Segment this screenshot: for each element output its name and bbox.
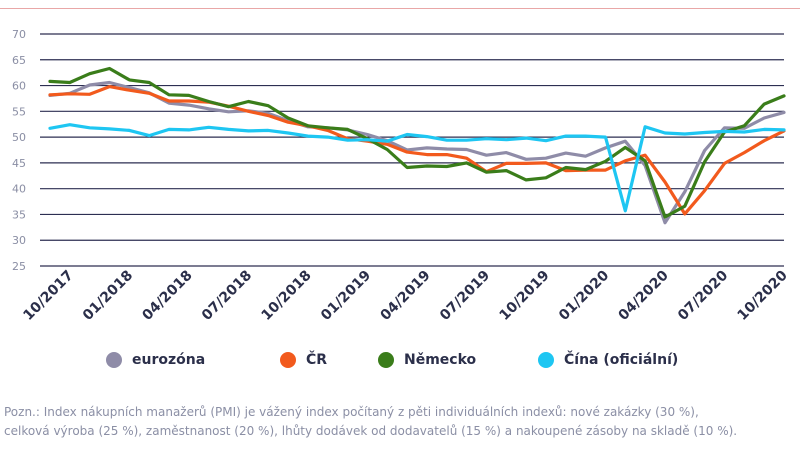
legend-label: Čína (oficiální)	[564, 352, 679, 368]
x-tick-label: 07/2018	[199, 268, 255, 324]
y-tick-label: 25	[12, 260, 26, 273]
y-tick-label: 65	[12, 54, 26, 67]
x-tick-label: 04/2020	[616, 267, 672, 323]
legend-swatch	[106, 352, 122, 368]
x-tick-label: 07/2020	[675, 267, 731, 323]
series-line-Německo	[48, 66, 786, 219]
legend-item-nemecko: Německo	[378, 352, 476, 368]
legend-swatch	[378, 352, 394, 368]
y-tick-label: 30	[12, 234, 26, 247]
series-lines	[48, 66, 786, 225]
legend: eurozóna ČR Německo Čína (oficiální)	[0, 352, 800, 378]
x-tick-label: 10/2020	[735, 267, 791, 323]
legend-label: ČR	[306, 352, 328, 368]
footnote-line-1: Pozn.: Index nákupních manažerů (PMI) je…	[4, 405, 699, 419]
y-tick-label: 45	[12, 157, 26, 170]
y-axis-tick-labels: 25 30 35 40 45 50 55 60 65 70	[12, 28, 26, 273]
y-tick-label: 60	[12, 80, 26, 93]
x-tick-label: 04/2018	[139, 268, 195, 324]
x-tick-label: 01/2020	[556, 267, 612, 323]
x-tick-label: 10/2017	[20, 268, 76, 324]
legend-item-cina: Čína (oficiální)	[538, 352, 678, 368]
x-tick-label: 10/2019	[497, 268, 553, 324]
legend-label: eurozóna	[132, 352, 206, 368]
footnote: Pozn.: Index nákupních manažerů (PMI) je…	[4, 403, 796, 441]
legend-label: Německo	[404, 352, 477, 368]
y-tick-label: 55	[12, 105, 26, 118]
y-tick-label: 40	[12, 183, 26, 196]
top-accent-rule	[0, 8, 800, 9]
x-tick-label: 01/2019	[318, 268, 374, 324]
y-gridlines	[40, 33, 784, 267]
x-tick-label: 07/2019	[437, 268, 493, 324]
series-line-ČR	[48, 84, 786, 216]
legend-swatch	[538, 352, 554, 368]
x-tick-label: 10/2018	[258, 268, 314, 324]
series-line-eurozóna	[48, 80, 786, 225]
y-tick-label: 35	[12, 208, 26, 221]
y-tick-label: 50	[12, 131, 26, 144]
series-line-Čína-(oficiální)	[48, 123, 786, 213]
x-tick-label: 01/2018	[80, 268, 136, 324]
y-tick-label: 70	[12, 28, 26, 41]
legend-item-cr: ČR	[280, 352, 327, 368]
x-axis-tick-labels: 10/2017 01/2018 04/2018 07/2018 10/2018 01/20…	[20, 267, 791, 323]
legend-item-eurozona: eurozóna	[106, 352, 205, 368]
x-tick-label: 04/2019	[377, 268, 433, 324]
footnote-line-2: celková výroba (25 %), zaměstnanost (20 …	[4, 424, 738, 438]
legend-swatch	[280, 352, 296, 368]
